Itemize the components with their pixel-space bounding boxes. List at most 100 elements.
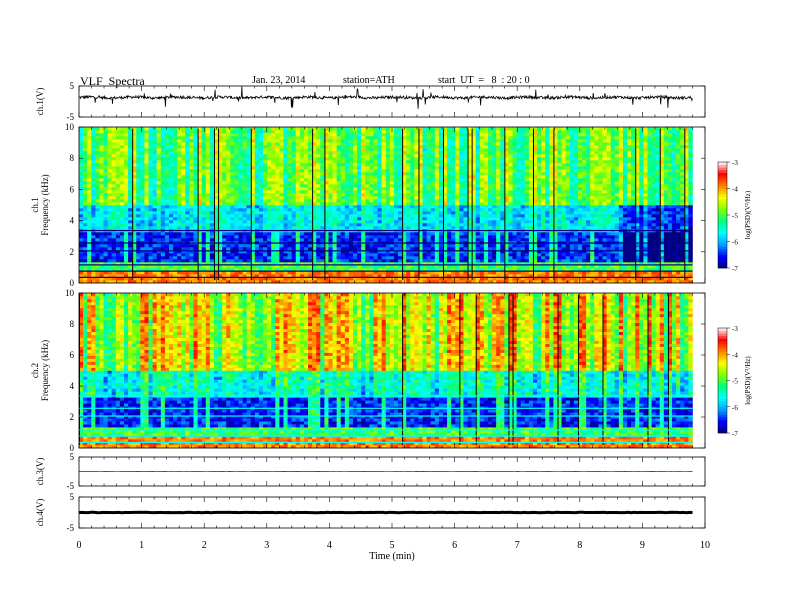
ch1-spectrogram-cell — [271, 235, 276, 239]
ch1-spectrogram-cell — [173, 151, 178, 155]
ch1-spectrogram-cell — [250, 181, 256, 185]
ch1-spectrogram-cell — [193, 136, 198, 140]
ch1-spectrogram-cell — [234, 232, 239, 236]
ch1-spectrogram-cell — [258, 127, 264, 131]
ch1-spectrogram-cell — [226, 256, 231, 260]
ch1-spectrogram-cell — [111, 139, 117, 143]
ch1-spectrogram-cell — [267, 130, 272, 134]
ch1-spectrogram-cell — [107, 139, 113, 143]
ch1-spectrogram-cell — [402, 238, 407, 242]
ch1-spectrogram-cell — [438, 280, 444, 284]
ch1-spectrogram-cell — [132, 214, 137, 218]
ch1-spectrogram-cell — [348, 268, 354, 272]
ch1-spectrogram-cell — [303, 238, 309, 242]
ch1-spectrogram-cell — [140, 205, 145, 209]
ch1-spectrogram-cell — [230, 256, 235, 260]
ch1-spectrogram-cell — [438, 148, 444, 152]
ch1-spectrogram-cell — [193, 178, 198, 182]
ch1-spectrogram-cell — [283, 205, 288, 209]
ch1-spectrogram-cell — [197, 220, 202, 224]
ch1-spectrogram-cell — [336, 235, 342, 239]
ch1-spectrogram-cell — [91, 196, 96, 200]
ch1-spectrogram-cell — [189, 184, 194, 188]
ch1-spectrogram-cell — [119, 142, 125, 146]
ch1-spectrogram-cell — [181, 202, 186, 206]
ch1-spectrogram-cell — [164, 280, 170, 284]
ch1-spectrogram-cell — [271, 211, 276, 215]
ch1-spectrogram-cell — [136, 190, 141, 194]
ch1-spectrogram-cell — [398, 139, 403, 143]
ch1-spectrogram-cell — [132, 196, 137, 200]
ch1-spectrogram-cell — [336, 223, 342, 227]
ch1-spectrogram-cell — [381, 235, 387, 239]
ch1-spectrogram-cell — [222, 151, 227, 155]
ch1-spectrogram-cell — [398, 247, 403, 251]
ch1-spectrogram-cell — [222, 169, 227, 173]
ch1-spectrogram-cell — [119, 217, 125, 221]
ch1-spectrogram-cell — [218, 205, 223, 209]
ch1-spectrogram-cell — [128, 265, 133, 269]
ch1-spectrogram-cell — [438, 130, 444, 134]
ch1-spectrogram-cell — [173, 232, 178, 236]
ch1-spectrogram-cell — [250, 226, 256, 230]
ch1-spectrogram-cell — [263, 130, 268, 134]
ch1-spectrogram-cell — [377, 172, 382, 176]
ch1-spectrogram-cell — [287, 232, 292, 236]
ch1-spectrogram-cell — [422, 190, 427, 194]
ch1-spectrogram-cell — [426, 265, 432, 269]
ch1-spectrogram-cell — [365, 256, 370, 260]
ch1-spectrogram-cell — [377, 256, 382, 260]
ch1-spectrogram-cell — [381, 247, 387, 251]
ch1-spectrogram-cell — [361, 190, 366, 194]
ch1-spectrogram-cell — [422, 232, 427, 236]
ch1-spectrogram-cell — [91, 139, 96, 143]
ch1-spectrogram-cell — [132, 175, 137, 179]
ch1-spectrogram-cell — [381, 259, 387, 263]
ch1-spectrogram-cell — [287, 235, 292, 239]
ch1-spectrogram-cell — [336, 199, 342, 203]
ch1-spectrogram-cell — [308, 163, 313, 167]
ch1-spectrogram-cell — [164, 262, 170, 266]
ch1-spectrogram-cell — [197, 259, 202, 263]
ch1-spectrogram-cell — [295, 127, 301, 131]
ch1-spectrogram-cell — [426, 277, 432, 281]
ch1-spectrogram-cell — [451, 205, 456, 209]
ch1-spectrogram-cell — [136, 139, 141, 143]
ch1-spectrogram-cell — [189, 223, 194, 227]
ch1-spectrogram-cell — [107, 265, 113, 269]
ch1-spectrogram-cell — [123, 184, 129, 188]
ch1-spectrogram-cell — [312, 139, 317, 143]
ch1-spectrogram-cell — [119, 208, 125, 212]
ch1-spectrogram-cell — [353, 145, 358, 149]
ch1-spectrogram-cell — [279, 226, 284, 230]
ch1-spectrogram-cell — [357, 157, 362, 161]
ch1-spectrogram-cell — [443, 277, 448, 281]
ch1-spectrogram-cell — [164, 199, 170, 203]
ch1-spectrogram-cell — [455, 208, 460, 212]
ch1-spectrogram-cell — [140, 226, 145, 230]
ch1-spectrogram-cell — [361, 154, 366, 158]
ch1-spectrogram-cell — [320, 190, 325, 194]
ch1-spectrogram-cell — [238, 238, 243, 242]
ch1-spectrogram-cell — [295, 202, 301, 206]
ch1-spectrogram-cell — [119, 268, 125, 272]
ch1-spectrogram-cell — [414, 235, 419, 239]
ch1-spectrogram-cell — [336, 157, 342, 161]
ch1-spectrogram-cell — [246, 184, 252, 188]
ch1-spectrogram-cell — [340, 217, 346, 221]
ch1-spectrogram-cell — [119, 136, 125, 140]
ch1-spectrogram-cell — [181, 262, 186, 266]
ch1-spectrogram-cell — [99, 193, 104, 197]
ch1-spectrogram-cell — [164, 226, 170, 230]
ch1-spectrogram-cell — [398, 262, 403, 266]
ch1-spectrogram-cell — [377, 235, 382, 239]
ch1-spectrogram-cell — [299, 187, 305, 191]
ch1-spectrogram-cell — [222, 133, 227, 137]
ch1-spectrogram-cell — [168, 151, 174, 155]
ch1-spectrogram-cell — [430, 205, 436, 209]
ch1-spectrogram-cell — [242, 166, 247, 170]
ch1-spectrogram-cell — [336, 133, 342, 137]
ch1-spectrogram-cell — [283, 175, 288, 179]
ch1-spectrogram-cell — [242, 157, 247, 161]
ch1-spectrogram-cell — [103, 151, 108, 155]
